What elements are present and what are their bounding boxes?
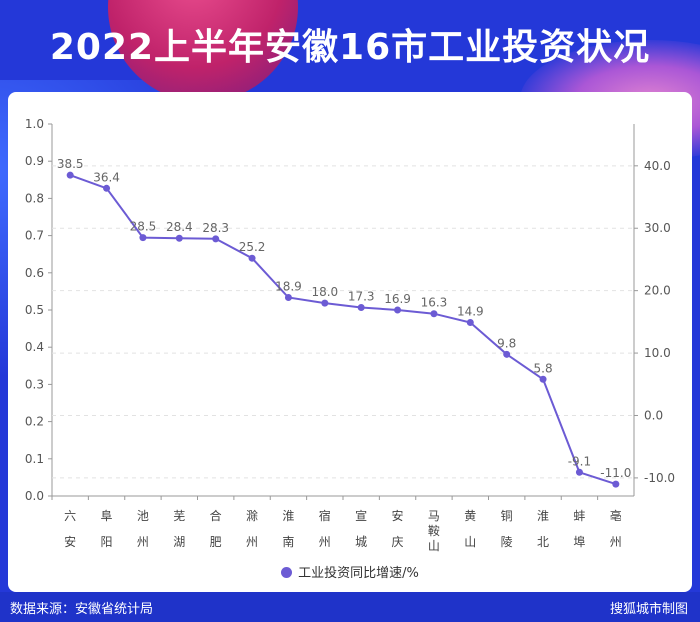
data-label: 25.2	[239, 240, 266, 254]
left-axis-tick-label: 0.0	[25, 489, 44, 503]
left-axis-tick-label: 1.0	[25, 117, 44, 131]
x-category-label: 山	[464, 535, 476, 549]
x-category-label: 庆	[392, 535, 404, 549]
x-category-label: 亳	[610, 508, 622, 523]
line-chart: 0.0 0.1 0.2 0.3 0.4 0.5 0.6 0.7 0.8 0.9 1.0 -10.0 0.…	[25, 117, 675, 553]
data-label: 18.9	[275, 280, 302, 294]
data-label: 17.3	[348, 290, 375, 304]
x-category-label: 宿	[319, 508, 331, 523]
brand-credit: 搜狐城市制图	[609, 602, 688, 617]
x-category-label: 安	[392, 508, 404, 523]
data-label: 28.4	[166, 220, 193, 234]
x-category-label: 合	[210, 508, 222, 523]
x-category-label: 阳	[101, 535, 113, 549]
x-category-label: 北	[537, 535, 549, 549]
right-axis-tick-label: -10.0	[644, 471, 675, 485]
data-point	[103, 184, 111, 192]
data-point	[466, 318, 474, 326]
x-category-label: 州	[610, 535, 622, 549]
right-axis-tick-label: 10.0	[644, 346, 671, 360]
data-point	[503, 350, 511, 358]
right-axis-tick-label: 0.0	[644, 408, 663, 422]
data-label: -9.1	[568, 454, 591, 468]
x-category-label: 南	[282, 534, 294, 549]
left-axis-tick-label: 0.3	[25, 377, 44, 391]
data-point	[139, 234, 147, 242]
left-axis-tick-label: 0.8	[25, 191, 44, 205]
footer: 数据来源：安徽省统计局 搜狐城市制图	[0, 592, 700, 622]
left-axis-tick-label: 0.4	[25, 340, 44, 354]
x-category-label: 铜	[501, 508, 513, 523]
left-axis-tick-label: 0.7	[25, 229, 44, 243]
x-category-label: 埠	[573, 535, 585, 549]
data-point	[394, 306, 402, 314]
x-category-label: 芜	[173, 509, 185, 523]
x-category-label: 滁	[246, 508, 258, 523]
data-point	[248, 254, 256, 262]
x-category-label: 州	[137, 535, 149, 549]
data-label: 38.5	[57, 157, 84, 171]
left-axis-tick-label: 0.5	[25, 303, 44, 317]
right-axis-tick-label: 30.0	[644, 221, 671, 235]
data-label: 9.8	[497, 336, 516, 350]
data-point	[430, 310, 438, 318]
x-category-label: 淮	[282, 509, 294, 523]
legend-marker	[281, 567, 293, 578]
data-point	[175, 234, 183, 242]
data-label: 16.3	[421, 296, 448, 310]
data-label: 28.3	[202, 221, 229, 235]
x-category-label: 六	[64, 509, 76, 523]
x-category-label: 肥	[210, 535, 222, 549]
x-category-label: 蚌	[573, 509, 585, 523]
x-category-label: 州	[319, 535, 331, 549]
data-point	[539, 375, 547, 383]
x-category-label: 宣	[355, 508, 367, 523]
right-axis-tick-label: 20.0	[644, 284, 671, 298]
data-label: -11.0	[600, 466, 631, 480]
x-category-label: 池	[137, 509, 149, 523]
legend[interactable]: 工业投资同比增速/%	[8, 562, 692, 581]
data-point	[612, 480, 620, 488]
page-title: 2022上半年安徽16市工业投资状况	[49, 27, 651, 68]
x-category-label: 黄	[464, 509, 476, 523]
data-point	[66, 171, 74, 179]
x-category-label: 淮	[537, 509, 549, 523]
x-category-label: 州	[246, 535, 258, 549]
data-point	[575, 468, 583, 476]
left-axis-tick-label: 0.6	[25, 266, 44, 280]
left-axis-tick-label: 0.2	[25, 415, 44, 429]
data-label: 28.5	[130, 220, 157, 234]
x-category-label: 山	[428, 539, 440, 553]
data-point	[284, 294, 292, 302]
source-note: 数据来源：安徽省统计局	[10, 602, 154, 617]
left-axis-tick-label: 0.9	[25, 154, 44, 168]
data-label: 16.9	[384, 292, 411, 306]
data-point	[212, 235, 220, 243]
data-point	[321, 299, 329, 307]
x-category-label: 安	[64, 534, 76, 549]
x-category-label: 鞍	[428, 523, 440, 538]
data-label: 14.9	[457, 304, 484, 318]
x-category-label: 湖	[173, 534, 185, 549]
series-line	[69, 174, 617, 486]
data-label: 5.8	[534, 361, 553, 375]
x-category-label: 城	[355, 535, 367, 549]
legend-label: 工业投资同比增速/%	[298, 566, 419, 581]
data-label: 18.0	[311, 285, 338, 299]
x-category-label: 阜	[101, 509, 113, 523]
right-axis-tick-label: 40.0	[644, 159, 671, 173]
x-category-label: 马	[428, 509, 440, 523]
x-category-label: 陵	[501, 535, 513, 549]
chart-panel: 0.0 0.1 0.2 0.3 0.4 0.5 0.6 0.7 0.8 0.9 1.0 -10.0 0.…	[8, 92, 692, 592]
data-label: 36.4	[93, 170, 120, 184]
data-point	[357, 304, 365, 312]
left-axis-tick-label: 0.1	[25, 452, 44, 466]
